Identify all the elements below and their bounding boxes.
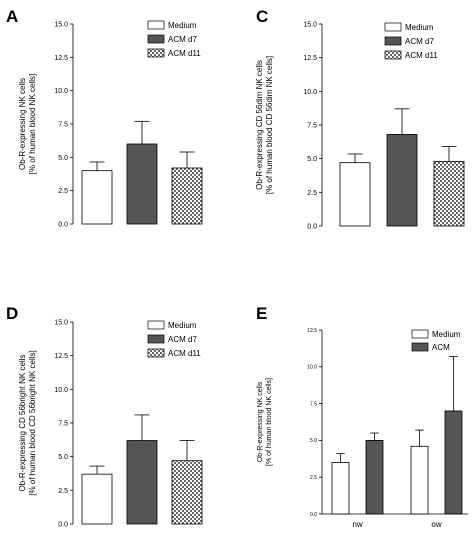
legend-swatch xyxy=(384,36,402,46)
legend-swatch xyxy=(147,348,165,358)
legend-label: ACM d7 xyxy=(168,35,197,44)
legend-swatch xyxy=(147,334,165,344)
bar xyxy=(81,473,113,525)
legend-label: ACM d11 xyxy=(168,349,201,358)
chart-panel-c: C 0.0 2.5 5.0 7.5 10.0 12.5 15.0 Ob-R-expressing… xyxy=(255,7,465,230)
legend-label: ACM d11 xyxy=(405,51,438,60)
y-axis-label: Ob-R-expressing NK cells xyxy=(18,78,27,170)
y-tick-label: 7.5 xyxy=(58,121,68,128)
y-tick-label: 5.0 xyxy=(310,438,317,444)
legend-label: Medium xyxy=(432,330,461,339)
x-tick-label: nw xyxy=(352,520,362,529)
y-axis-label: [% of human blood CD 56bright NK cells] xyxy=(28,350,37,495)
y-tick-label: 5.0 xyxy=(58,454,68,461)
bar xyxy=(171,460,203,525)
bar xyxy=(171,167,203,225)
legend-swatch xyxy=(384,50,402,60)
y-tick-label: 10.0 xyxy=(54,88,68,95)
y-tick-label: 2.5 xyxy=(58,188,68,195)
y-tick-label: 0.0 xyxy=(307,223,317,230)
y-tick-label: 15.0 xyxy=(54,21,68,28)
panel-letter: D xyxy=(6,304,18,323)
panel-letter: A xyxy=(6,7,18,26)
bar xyxy=(331,462,350,515)
legend-swatch xyxy=(147,20,165,30)
bar xyxy=(386,134,418,227)
legend-swatch xyxy=(411,329,429,339)
y-tick-label: 5.0 xyxy=(307,156,317,163)
bar xyxy=(433,160,465,227)
y-tick-label: 15.0 xyxy=(54,319,68,326)
y-tick-label: 2.5 xyxy=(310,475,317,481)
bar xyxy=(444,410,463,515)
x-tick-label: ow xyxy=(431,520,441,529)
y-tick-label: 7.5 xyxy=(307,122,317,129)
legend-label: ACM d7 xyxy=(405,37,434,46)
legend-label: Medium xyxy=(405,23,434,32)
y-tick-label: 0.0 xyxy=(310,512,317,518)
y-axis-label: [% of human blood CD 56dim NK cells] xyxy=(265,56,274,194)
y-tick-label: 10.0 xyxy=(307,365,317,371)
y-tick-label: 12.5 xyxy=(54,353,68,360)
y-tick-label: 2.5 xyxy=(307,190,317,197)
legend: Medium ACM d7 ACM d11 xyxy=(147,20,201,58)
chart-panel-a: A 0.0 2.5 5.0 7.5 10.0 12.5 15.0 Ob-R-expressing… xyxy=(6,7,203,228)
y-tick-label: 5.0 xyxy=(58,155,68,162)
y-tick-label: 7.5 xyxy=(310,401,317,407)
y-tick-label: 12.5 xyxy=(303,55,317,62)
legend-label: ACM d11 xyxy=(168,49,201,58)
bar xyxy=(339,162,371,227)
y-axis-label: Ob-R-expressing CD 56dim NK cells xyxy=(255,60,264,190)
y-axis-label: Ob-R-expressing NK cells xyxy=(257,381,264,462)
y-tick-label: 12.5 xyxy=(307,328,317,334)
bar xyxy=(365,439,384,515)
bar xyxy=(81,170,113,225)
y-tick-label: 0.0 xyxy=(58,521,68,528)
legend-label: ACM xyxy=(432,343,450,352)
legend: Medium ACM d7 ACM d11 xyxy=(384,22,438,60)
y-tick-label: 2.5 xyxy=(58,488,68,495)
legend-swatch xyxy=(384,22,402,32)
y-axis-label: [% of human blood NK cells] xyxy=(28,74,37,175)
y-tick-label: 10.0 xyxy=(303,89,317,96)
bar xyxy=(410,445,429,515)
y-tick-label: 10.0 xyxy=(54,387,68,394)
y-axis-label: [% of human blood NK cells] xyxy=(266,378,273,466)
panel-letter: E xyxy=(256,304,267,323)
legend-label: Medium xyxy=(168,321,197,330)
panel-letter: C xyxy=(256,7,268,26)
y-tick-label: 0.0 xyxy=(58,221,68,228)
y-tick-label: 12.5 xyxy=(54,55,68,62)
legend-label: ACM d7 xyxy=(168,335,197,344)
legend-swatch xyxy=(411,342,429,352)
legend-swatch xyxy=(147,48,165,58)
chart-panel-e: E 0.0 2.5 5.0 7.5 10.0 12.5 Ob-R-expressing NK … xyxy=(256,304,468,529)
bar xyxy=(126,143,158,225)
legend-label: Medium xyxy=(168,21,197,30)
chart-panel-d: D 0.0 2.5 5.0 7.5 10.0 12.5 15.0 Ob-R-expressing… xyxy=(6,304,203,528)
legend: Medium ACM xyxy=(411,329,461,352)
bar xyxy=(126,440,158,525)
y-tick-label: 7.5 xyxy=(58,420,68,427)
legend-swatch xyxy=(147,34,165,44)
y-tick-label: 15.0 xyxy=(303,21,317,28)
legend: Medium ACM d7 ACM d11 xyxy=(147,320,201,358)
legend-swatch xyxy=(147,320,165,330)
y-axis-label: Ob-R-expressing CD 56bright NK cells xyxy=(18,355,27,492)
